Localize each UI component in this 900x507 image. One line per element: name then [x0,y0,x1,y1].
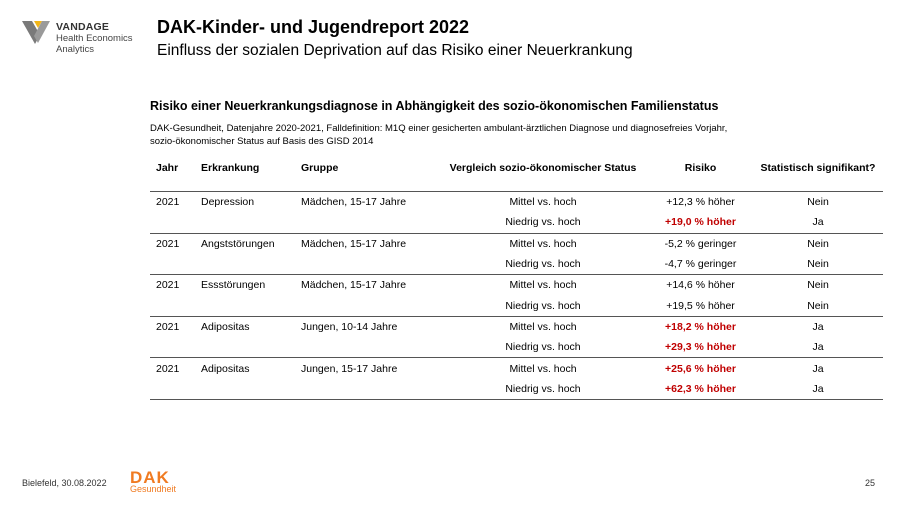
dak-gesundheit-logo: DAK Gesundheit [130,468,177,494]
cell-signifikant: Ja [812,382,824,395]
table-row: Niedrig vs. hoch +29,3 % höher Ja [150,337,883,358]
cell-risiko: -5,2 % geringer [664,237,737,250]
header-erkrankung: Erkrankung [201,162,260,174]
table-row: 2021 Adipositas Jungen, 15-17 Jahre Mitt… [150,358,883,379]
vandage-logo: VANDAGE Health Economics Analytics [20,19,135,59]
table-header-row: Jahr Erkrankung Gruppe Vergleich sozio-ö… [150,159,883,192]
cell-signifikant: Ja [812,341,824,354]
cell-erkrankung: Depression [201,196,255,209]
cell-erkrankung: Angststörungen [201,237,275,250]
cell-vergleich: Mittel vs. hoch [509,237,577,250]
cell-risiko: +29,3 % höher [665,341,736,354]
cell-risiko: +12,3 % höher [666,196,735,209]
cell-vergleich: Niedrig vs. hoch [505,299,581,312]
cell-jahr: 2021 [156,362,180,375]
cell-risiko: -4,7 % geringer [664,258,737,271]
header-signifikant: Statistisch signifikant? [760,162,876,174]
footer-date: Bielefeld, 30.08.2022 [22,478,107,488]
description-line-2: sozio-ökonomischer Status auf Basis des … [150,135,374,147]
cell-vergleich: Mittel vs. hoch [509,279,577,292]
cell-gruppe [295,337,438,358]
cell-gruppe: Jungen, 10-14 Jahre [301,320,398,333]
table-row: Niedrig vs. hoch +62,3 % höher Ja [150,379,883,400]
cell-gruppe: Mädchen, 15-17 Jahre [301,196,407,209]
header-risiko: Risiko [684,162,717,174]
cell-jahr [150,254,195,275]
header-gruppe: Gruppe [301,162,339,174]
table-row: 2021 Angststörungen Mädchen, 15-17 Jahre… [150,233,883,254]
cell-erkrankung [195,254,295,275]
risk-table: Jahr Erkrankung Gruppe Vergleich sozio-ö… [150,159,883,400]
description-line-1: DAK-Gesundheit, Datenjahre 2020-2021, Fa… [150,123,728,134]
dak-logo-sub: Gesundheit [130,484,177,494]
header-jahr: Jahr [156,162,179,174]
table-row: Niedrig vs. hoch -4,7 % geringer Nein [150,254,883,275]
cell-erkrankung: Adipositas [201,362,250,375]
table-body: 2021 Depression Mädchen, 15-17 Jahre Mit… [150,192,883,400]
cell-signifikant: Nein [807,258,829,271]
cell-jahr: 2021 [156,320,180,333]
cell-signifikant: Nein [807,196,829,209]
cell-vergleich: Niedrig vs. hoch [505,382,581,395]
page-title: DAK-Kinder- und Jugendreport 2022 [157,17,470,37]
cell-vergleich: Niedrig vs. hoch [505,258,581,271]
logo-line2: Health Economics [56,33,133,44]
section-description: DAK-Gesundheit, Datenjahre 2020-2021, Fa… [150,123,850,148]
cell-erkrankung: Adipositas [201,320,250,333]
logo-text: VANDAGE Health Economics Analytics [56,21,133,56]
cell-risiko: +62,3 % höher [665,382,736,395]
cell-signifikant: Nein [807,237,829,250]
cell-jahr [150,295,195,316]
section-title: Risiko einer Neuerkrankungsdiagnose in A… [150,99,719,113]
cell-jahr [150,379,195,400]
table-row: 2021 Adipositas Jungen, 10-14 Jahre Mitt… [150,316,883,337]
cell-vergleich: Mittel vs. hoch [509,362,577,375]
cell-gruppe [295,212,438,233]
cell-erkrankung [195,212,295,233]
cell-gruppe [295,254,438,275]
cell-erkrankung [195,337,295,358]
cell-erkrankung: Essstörungen [201,279,266,292]
cell-gruppe [295,379,438,400]
table-header: Jahr Erkrankung Gruppe Vergleich sozio-ö… [150,159,883,192]
logo-line3: Analytics [56,44,95,55]
cell-gruppe: Mädchen, 15-17 Jahre [301,237,407,250]
cell-risiko: +19,5 % höher [666,299,735,312]
cell-signifikant: Nein [807,299,829,312]
cell-signifikant: Ja [812,320,824,333]
cell-risiko: +25,6 % höher [665,362,736,375]
page-subtitle: Einfluss der sozialen Deprivation auf da… [157,42,633,59]
cell-signifikant: Ja [812,216,824,229]
cell-gruppe: Jungen, 15-17 Jahre [301,362,398,375]
cell-gruppe [295,295,438,316]
table-row: 2021 Depression Mädchen, 15-17 Jahre Mit… [150,192,883,213]
cell-vergleich: Niedrig vs. hoch [505,341,581,354]
cell-risiko: +19,0 % höher [665,216,736,229]
cell-signifikant: Ja [812,362,824,375]
cell-gruppe: Mädchen, 15-17 Jahre [301,279,407,292]
cell-jahr: 2021 [156,279,180,292]
cell-erkrankung [195,295,295,316]
table-row: Niedrig vs. hoch +19,5 % höher Nein [150,295,883,317]
dak-logo-word: DAK [130,468,170,487]
cell-jahr: 2021 [156,196,180,209]
cell-vergleich: Mittel vs. hoch [509,320,577,333]
cell-jahr: 2021 [156,237,180,250]
cell-vergleich: Niedrig vs. hoch [505,216,581,229]
vandage-logo-icon [22,21,50,44]
cell-signifikant: Nein [807,279,829,292]
page-number: 25 [865,478,876,488]
header-vergleich: Vergleich sozio-ökonomischer Status [449,162,637,174]
cell-vergleich: Mittel vs. hoch [509,196,577,209]
cell-risiko: +18,2 % höher [665,320,736,333]
logo-brand: VANDAGE [56,21,110,33]
cell-jahr [150,212,195,233]
cell-erkrankung [195,379,295,400]
table-row: Niedrig vs. hoch +19,0 % höher Ja [150,212,883,234]
table-row: 2021 Essstörungen Mädchen, 15-17 Jahre M… [150,275,883,296]
cell-risiko: +14,6 % höher [666,279,735,292]
cell-jahr [150,337,195,358]
